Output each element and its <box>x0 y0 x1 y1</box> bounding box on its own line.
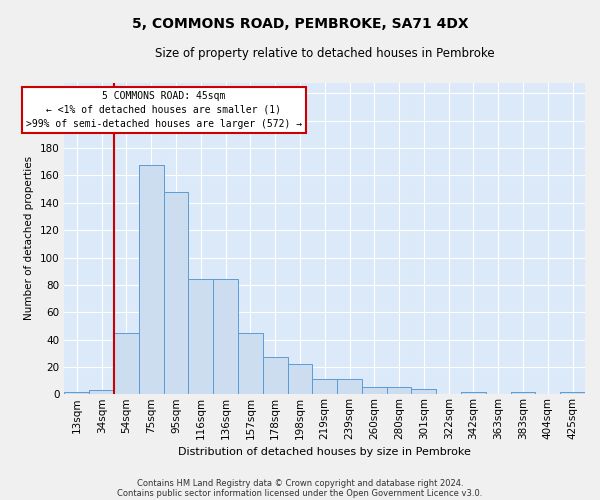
X-axis label: Distribution of detached houses by size in Pembroke: Distribution of detached houses by size … <box>178 448 471 458</box>
Bar <box>188 280 213 394</box>
Bar <box>263 358 287 395</box>
Bar <box>461 392 486 394</box>
Bar <box>139 164 164 394</box>
Bar <box>287 364 313 394</box>
Bar <box>64 392 89 394</box>
Text: 5, COMMONS ROAD, PEMBROKE, SA71 4DX: 5, COMMONS ROAD, PEMBROKE, SA71 4DX <box>131 18 469 32</box>
Bar <box>511 392 535 394</box>
Text: Contains public sector information licensed under the Open Government Licence v3: Contains public sector information licen… <box>118 488 482 498</box>
Title: Size of property relative to detached houses in Pembroke: Size of property relative to detached ho… <box>155 48 494 60</box>
Bar <box>387 388 412 394</box>
Bar <box>313 379 337 394</box>
Bar <box>412 389 436 394</box>
Bar <box>114 332 139 394</box>
Text: Contains HM Land Registry data © Crown copyright and database right 2024.: Contains HM Land Registry data © Crown c… <box>137 478 463 488</box>
Text: 5 COMMONS ROAD: 45sqm
← <1% of detached houses are smaller (1)
>99% of semi-deta: 5 COMMONS ROAD: 45sqm ← <1% of detached … <box>26 90 302 128</box>
Y-axis label: Number of detached properties: Number of detached properties <box>25 156 34 320</box>
Bar <box>238 332 263 394</box>
Bar <box>89 390 114 394</box>
Bar <box>337 379 362 394</box>
Bar <box>164 192 188 394</box>
Bar <box>362 388 387 394</box>
Bar <box>213 280 238 394</box>
Bar <box>560 392 585 394</box>
